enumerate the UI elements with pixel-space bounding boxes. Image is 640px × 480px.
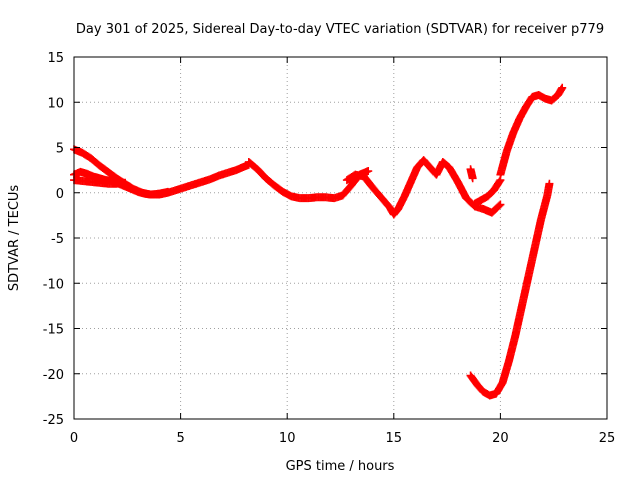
data-points: [70, 83, 567, 400]
data-point: [545, 179, 554, 188]
x-tick-label: 25: [599, 431, 616, 446]
axis-ticks: 0 5 10 15 20 25 -25 -20 -15 -10 -5 0 5 10 15: [43, 51, 616, 446]
y-tick-label: -20: [43, 368, 64, 383]
y-tick-label: -10: [43, 277, 64, 292]
data-point: [495, 201, 504, 210]
y-tick-label: -25: [43, 413, 64, 428]
data-point: [121, 178, 130, 187]
data-point: [558, 83, 567, 92]
chart-title: Day 301 of 2025, Sidereal Day-to-day VTE…: [76, 22, 604, 37]
y-tick-label: 5: [56, 142, 64, 157]
x-axis-label: GPS time / hours: [286, 459, 395, 474]
data-point: [364, 167, 373, 176]
x-tick-label: 15: [386, 431, 403, 446]
y-tick-label: 15: [47, 51, 64, 66]
y-tick-label: 10: [47, 96, 64, 111]
y-tick-label: -15: [43, 323, 64, 338]
data-point: [496, 200, 505, 209]
x-tick-label: 20: [492, 431, 509, 446]
y-tick-label: -5: [51, 232, 64, 247]
x-tick-label: 5: [176, 431, 184, 446]
x-tick-label: 10: [279, 431, 296, 446]
data-point: [468, 174, 477, 183]
x-tick-label: 0: [70, 431, 78, 446]
y-tick-label: 0: [56, 187, 64, 202]
y-axis-label: SDTVAR / TECUs: [7, 185, 22, 292]
